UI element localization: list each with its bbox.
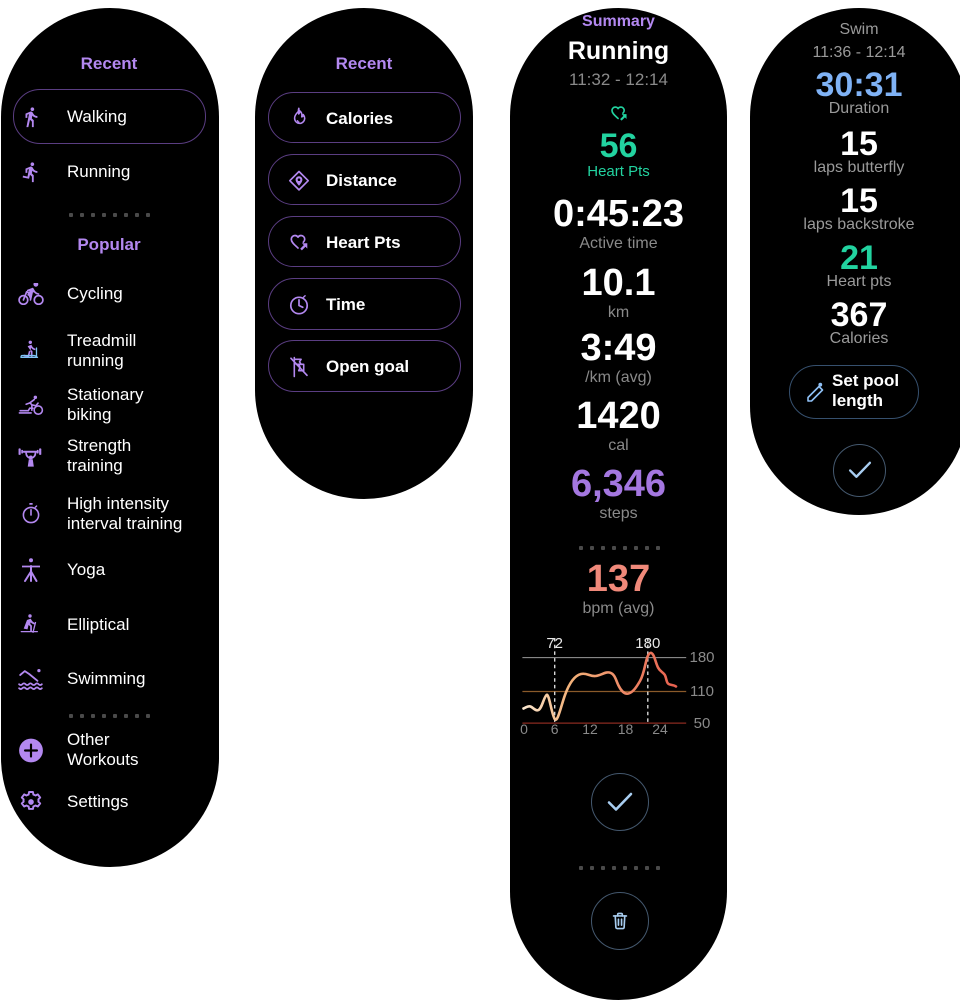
svg-text:180: 180 — [689, 649, 714, 666]
svg-text:18: 18 — [618, 721, 634, 737]
svg-text:12: 12 — [582, 721, 598, 737]
svg-text:6: 6 — [551, 721, 559, 737]
svg-text:50: 50 — [694, 715, 711, 732]
svg-text:24: 24 — [652, 721, 668, 737]
svg-text:110: 110 — [690, 683, 714, 700]
svg-text:180: 180 — [635, 635, 660, 652]
svg-text:0: 0 — [520, 721, 528, 737]
svg-text:72: 72 — [546, 635, 563, 652]
